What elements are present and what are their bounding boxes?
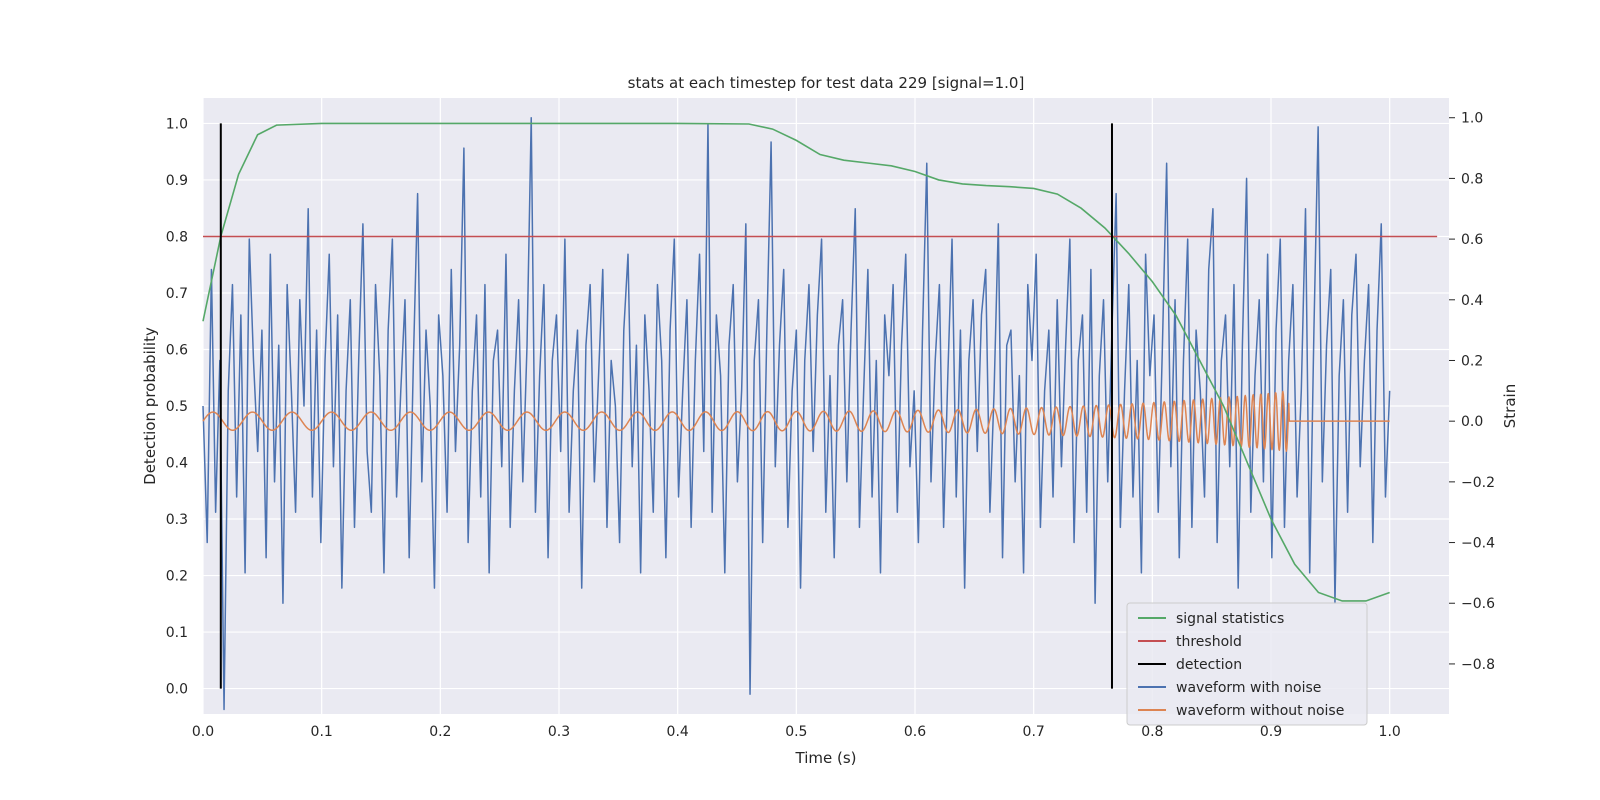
legend-label-signal-statistics: signal statistics [1176,611,1284,627]
legend-label-waveform-with-noise: waveform with noise [1176,680,1321,696]
x-tick-label: 0.5 [785,724,807,740]
legend-label-threshold: threshold [1176,634,1242,650]
x-axis-label: Time (s) [795,749,857,767]
y-right-tick-label: 0.4 [1461,293,1483,309]
y-tick-label: 0.9 [166,173,188,189]
legend-label-waveform-without-noise: waveform without noise [1176,703,1344,719]
legend: signal statistics threshold detection wa… [1126,602,1368,726]
x-tick-label: 0.0 [192,724,214,740]
y-tick-label: 0.6 [166,342,188,358]
y-axis-label: Detection probability [141,327,159,485]
x-tick-label: 0.8 [1141,724,1163,740]
legend-box [1126,602,1368,726]
y-tick-label: 0.7 [166,286,188,302]
x-tick-label: 0.7 [1023,724,1045,740]
y-right-tick-label: −0.8 [1461,657,1495,673]
y-tick-label: 0.2 [166,569,188,585]
x-tick-label: 0.1 [311,724,333,740]
y-right-axis-label: Strain [1501,384,1519,428]
x-tick-label: 0.6 [904,724,926,740]
tick-layer: 0.0 0.1 0.2 0.3 0.4 0.5 0.6 0.7 0.8 0.9 1.0 0.0 0.1 0… [166,111,1495,740]
x-tick-label: 0.4 [667,724,689,740]
y-right-tick-label: −0.2 [1461,475,1495,491]
y-tick-label: 0.4 [166,456,188,472]
x-tick-label: 1.0 [1379,724,1401,740]
chart-title: stats at each timestep for test data 229… [628,74,1025,92]
series-waveform-with-noise [202,116,1391,711]
x-tick-label: 0.3 [548,724,570,740]
y-tick-label: 0.3 [166,512,188,528]
x-tick-label: 0.2 [429,724,451,740]
y-right-tick-label: 0.0 [1461,414,1483,430]
y-right-tick-label: −0.6 [1461,596,1495,612]
y-tick-label: 0.0 [166,682,188,698]
series-waveform-without-noise [202,390,1390,452]
y-tick-label: 1.0 [166,116,188,132]
y-tick-label: 0.5 [166,399,188,415]
y-right-tick-label: −0.4 [1461,536,1495,552]
y-right-tick-label: 0.8 [1461,171,1483,187]
legend-label-detection: detection [1176,657,1242,673]
series-layer [202,116,1438,711]
y-right-tick-label: 0.6 [1461,232,1483,248]
x-tick-label: 0.9 [1260,724,1282,740]
y-tick-label: 0.1 [166,625,188,641]
y-tick-label: 0.8 [166,229,188,245]
series-signal-statistics [202,122,1390,602]
y-right-tick-label: 1.0 [1461,111,1483,127]
y-right-tick-label: 0.2 [1461,353,1483,369]
